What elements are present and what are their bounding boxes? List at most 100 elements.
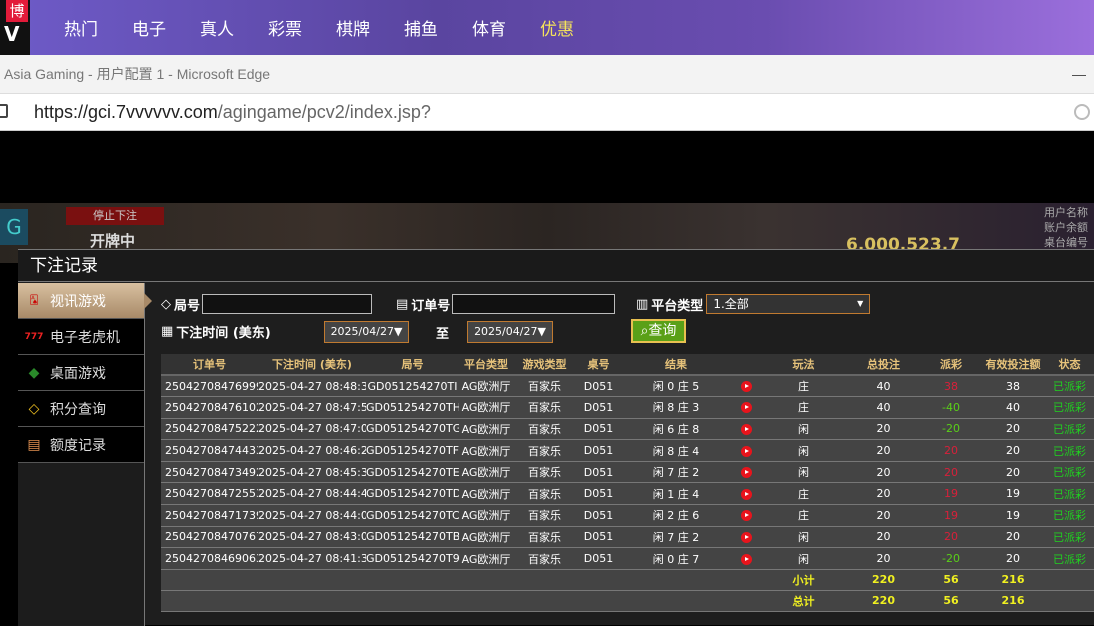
table-row: 2504270847610292025-04-27 08:47:50GD0512… [161, 396, 1094, 419]
nav-item[interactable]: 优惠 [540, 20, 574, 40]
table-cell: 2025-04-27 08:48:33 [258, 375, 366, 398]
search-button[interactable]: ⌕查询 [631, 319, 686, 343]
table-row: 2504270847699992025-04-27 08:48:33GD0512… [161, 375, 1094, 398]
table-row: 2504270847522272025-04-27 08:47:02GD0512… [161, 418, 1094, 441]
extension-icon[interactable] [1074, 104, 1090, 120]
table-cell: GD051254270TG [366, 418, 459, 441]
nav-item[interactable]: 棋牌 [336, 20, 370, 40]
order-input[interactable] [452, 294, 616, 314]
table-cell: 已派彩 [1045, 526, 1094, 549]
nav-item[interactable]: 电子 [132, 20, 166, 40]
sidebar-item-label: 视讯游戏 [50, 293, 106, 310]
table-cell: 闲 6 庄 8 [621, 418, 731, 441]
column-header: 总投注 [846, 354, 921, 376]
nav-item[interactable]: 热门 [64, 20, 98, 40]
table-cell: 250427084734927 [161, 461, 258, 484]
nav-item[interactable]: 捕鱼 [404, 20, 438, 40]
column-header: 派彩 [921, 354, 981, 376]
lock-icon [0, 104, 8, 118]
sidebar-item[interactable]: ▤ 额度记录 [18, 427, 144, 463]
play-video-icon[interactable] [740, 553, 752, 565]
nav-item[interactable]: 真人 [200, 20, 234, 40]
table-cell: 百家乐 [513, 482, 576, 506]
minimize-button[interactable]: — [1072, 66, 1086, 82]
play-video-icon[interactable] [740, 531, 752, 543]
table-row: 2504270847076772025-04-27 08:43:09GD0512… [161, 526, 1094, 549]
table-cell: 庄 [761, 396, 846, 419]
table-cell: GD051254270TB [366, 526, 459, 549]
time-filter-label: ▦ 下注时间 (美东) [161, 324, 271, 341]
table-cell: 2025-04-27 08:44:44 [258, 482, 366, 506]
table-cell: 20 [981, 461, 1045, 484]
table-cell: D051 [576, 482, 621, 506]
play-video-icon[interactable] [740, 488, 752, 500]
round-input[interactable] [202, 294, 373, 314]
table-cell: 百家乐 [513, 396, 576, 419]
table-cell: D051 [576, 504, 621, 527]
total-row: 总计 220 56 216 [161, 590, 1094, 612]
table-cell: 250427084769999 [161, 375, 258, 398]
table-cell: D051 [576, 439, 621, 462]
modal-title: 下注记录 [18, 250, 1094, 282]
table-cell: 19 [921, 504, 981, 527]
table-cell: 已派彩 [1045, 461, 1094, 484]
column-header: 状态 [1045, 354, 1094, 376]
table-cell: 2025-04-27 08:43:09 [258, 526, 366, 549]
table-cell: AG欧洲厅 [459, 439, 513, 462]
table-cell: D051 [576, 375, 621, 398]
sidebar-item[interactable]: ◆ 桌面游戏 [18, 355, 144, 391]
table-cell: 2025-04-27 08:47:50 [258, 396, 366, 419]
address-bar[interactable]: https://gci.7vvvvvv.com/agingame/pcv2/in… [0, 93, 1094, 131]
stop-betting-label: 停止下注 [66, 207, 164, 225]
platform-filter: ▥ 平台类型 1.全部 ▼ [636, 294, 871, 314]
table-cell: GD051254270TD [366, 482, 459, 506]
table-cell: 20 [981, 439, 1045, 462]
playing-cards-icon: 🂡 [29, 295, 39, 306]
sidebar-item[interactable]: 🂡 视讯游戏 [18, 283, 152, 319]
window-title: Asia Gaming - 用户配置 1 - Microsoft Edge [4, 66, 271, 82]
table-cell: 闲 [761, 461, 846, 484]
table-cell: 百家乐 [513, 418, 576, 441]
nav-item[interactable]: 体育 [472, 20, 506, 40]
sidebar-item[interactable]: 777 电子老虎机 [18, 319, 144, 355]
table-cell: AG欧洲厅 [459, 461, 513, 484]
round-filter: ◇ 局号 [161, 294, 373, 314]
table-cell: 250427084752227 [161, 418, 258, 441]
slot-777-icon: 777 [24, 331, 44, 342]
dropdown-arrow-icon: ▼ [857, 299, 864, 308]
table-cell: 闲 8 庄 3 [621, 396, 731, 419]
table-cell: 20 [981, 418, 1045, 441]
play-video-icon[interactable] [740, 445, 752, 457]
table-cell: 20 [846, 547, 921, 570]
platform-select[interactable]: 1.全部 ▼ [706, 294, 871, 314]
table-cell: 38 [921, 375, 981, 398]
sidebar-item[interactable]: ◇ 积分查询 [18, 391, 144, 427]
play-video-icon[interactable] [740, 381, 752, 393]
table-cell: 20 [846, 482, 921, 506]
play-video-icon[interactable] [740, 510, 752, 522]
table-row: 2504270847349272025-04-27 08:45:32GD0512… [161, 461, 1094, 484]
table-cell: 2025-04-27 08:45:32 [258, 461, 366, 484]
date-to-picker[interactable]: 2025/04/27▼ [467, 321, 553, 343]
nav-item[interactable]: 彩票 [268, 20, 302, 40]
to-label: 至 [436, 327, 450, 342]
table-cell: 38 [981, 375, 1045, 398]
column-header: 结果 [621, 354, 731, 376]
bet-record-modal: 下注记录 🂡 视讯游戏 777 电子老虎机 ◆ 桌面游戏 ◇ 积分查询 ▤ 额度记录 ◇ 局号 ▤ 订… [18, 249, 1094, 626]
table-cell: 250427084744337 [161, 439, 258, 462]
table-cell: 20 [981, 547, 1045, 570]
date-from-picker[interactable]: 2025/04/27▼ [324, 321, 409, 343]
table-cell: 2025-04-27 08:47:02 [258, 418, 366, 441]
url-text[interactable]: https://gci.7vvvvvv.com/agingame/pcv2/in… [34, 102, 431, 122]
table-cell: 20 [921, 461, 981, 484]
table-cell: AG欧洲厅 [459, 482, 513, 506]
table-cell: 19 [981, 504, 1045, 527]
table-cell: 2025-04-27 08:41:38 [258, 547, 366, 570]
order-filter: ▤ 订单号 [396, 294, 616, 314]
sidebar-item-label: 桌面游戏 [50, 365, 106, 382]
play-video-icon[interactable] [740, 423, 752, 435]
play-video-icon[interactable] [740, 402, 752, 414]
play-video-icon[interactable] [740, 467, 752, 479]
browser-title-bar: Asia Gaming - 用户配置 1 - Microsoft Edge — [0, 55, 1094, 93]
